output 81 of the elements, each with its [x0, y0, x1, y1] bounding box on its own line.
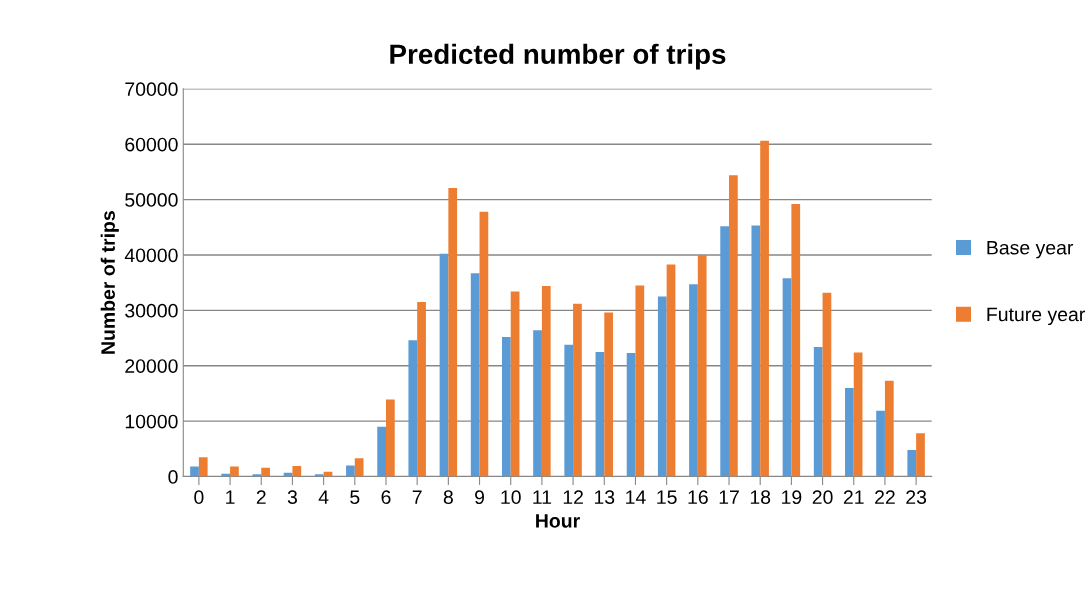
bar: [385, 399, 395, 477]
bar: [417, 302, 426, 477]
y-tick-label: 40000: [124, 248, 178, 263]
y-tick-label: 10000: [125, 414, 178, 429]
x-tick-label: 14: [626, 490, 646, 504]
bar: [666, 264, 676, 477]
bar: [595, 351, 605, 477]
y-tick-label: 20000: [125, 359, 178, 374]
bar: [190, 466, 199, 477]
y-axis-title: Number of trips: [100, 211, 119, 354]
bar: [884, 380, 894, 477]
y-tick-label: 70000: [125, 82, 178, 97]
bar: [845, 387, 854, 477]
chart-title: Predicted number of trips: [390, 43, 726, 70]
bar: [876, 410, 885, 477]
bar: [314, 474, 324, 477]
x-tick-label: 21: [843, 490, 864, 504]
bar: [626, 353, 636, 477]
bar: [697, 254, 707, 477]
bar: [230, 466, 239, 477]
legend-label: Base year: [987, 240, 1074, 259]
bar: [346, 465, 355, 477]
bar: [729, 175, 738, 477]
x-tick-label: 0: [194, 490, 204, 505]
y-tick-label: 30000: [125, 303, 178, 318]
bar: [657, 296, 667, 477]
x-tick-label: 15: [657, 490, 677, 505]
bar: [198, 457, 208, 477]
x-tick-label: 16: [688, 490, 708, 505]
x-tick-label: 8: [443, 490, 453, 505]
bar: [564, 344, 574, 477]
bar: [853, 352, 863, 477]
bar: [354, 458, 364, 477]
bar: [751, 225, 761, 477]
y-tick-label: 50000: [125, 193, 178, 207]
bar: [479, 211, 489, 477]
bar: [377, 426, 386, 477]
bar: [782, 278, 792, 477]
bar: [439, 253, 449, 477]
x-tick-label: 9: [475, 490, 485, 505]
x-tick-label: 6: [381, 490, 391, 505]
y-tick-label: 60000: [125, 137, 178, 152]
bar: [907, 449, 917, 477]
x-tick-label: 3: [287, 490, 297, 505]
x-tick-label: 20: [812, 490, 833, 505]
bar: [408, 340, 418, 477]
bar: [689, 284, 698, 477]
x-axis-title: Hour: [536, 514, 580, 528]
bar: [448, 187, 458, 477]
bar: [501, 336, 511, 477]
bar: [822, 292, 832, 477]
bar: [261, 467, 270, 477]
x-tick-label: 4: [318, 490, 329, 504]
x-tick-label: 7: [412, 490, 422, 504]
bar: [916, 433, 925, 477]
x-tick-label: 11: [533, 490, 552, 504]
x-tick-label: 10: [501, 490, 521, 505]
x-tick-label: 17: [719, 490, 739, 504]
y-tick-label: 0: [168, 470, 178, 484]
bar: [720, 226, 730, 477]
bar: [635, 285, 645, 477]
x-tick-label: 18: [750, 490, 771, 505]
bar: [292, 466, 302, 477]
bar: [791, 204, 801, 477]
x-tick-label: 22: [875, 490, 895, 504]
x-tick-label: 5: [350, 490, 360, 505]
bar: [573, 303, 582, 477]
x-tick-label: 19: [782, 490, 802, 505]
x-tick-label: 23: [906, 490, 927, 505]
x-tick-label: 1: [226, 490, 235, 504]
bar: [541, 286, 551, 477]
bar: [510, 291, 520, 477]
bar: [813, 346, 823, 477]
bar: [604, 312, 614, 477]
x-tick-label: 12: [563, 490, 583, 504]
bar: [470, 273, 480, 477]
bar: [533, 330, 542, 477]
legend-label: Future year: [987, 307, 1085, 326]
bar: [760, 140, 769, 477]
x-tick-label: 2: [256, 490, 266, 504]
x-tick-label: 13: [594, 490, 615, 505]
